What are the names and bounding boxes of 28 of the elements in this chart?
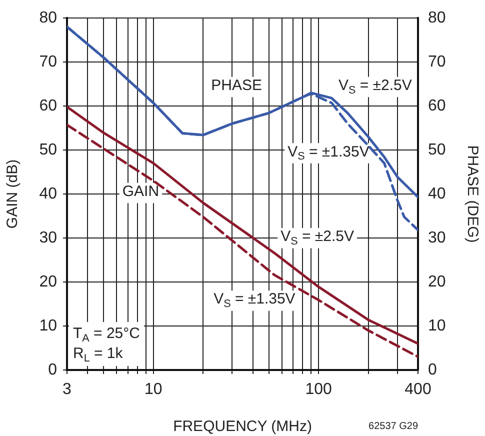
x-tick-label: 100 bbox=[305, 381, 332, 398]
y2-tick-label: 10 bbox=[428, 317, 446, 334]
x-tick-label: 400 bbox=[404, 381, 432, 398]
y-tick-label: 40 bbox=[39, 185, 58, 202]
y2-tick-label: 80 bbox=[428, 9, 446, 26]
y-tick-label: 10 bbox=[39, 317, 58, 334]
y2-tick-label: 70 bbox=[428, 53, 446, 70]
y-tick-label: 60 bbox=[39, 97, 58, 114]
y2-tick-label: 40 bbox=[428, 185, 446, 202]
x-tick-label: 10 bbox=[144, 381, 162, 398]
y2-tick-label: 50 bbox=[428, 141, 446, 158]
text: 62537 G29 bbox=[368, 420, 418, 432]
y-tick-label: 50 bbox=[39, 141, 58, 158]
y2-axis-title: PHASE (DEG) bbox=[464, 145, 481, 243]
y-tick-label: 30 bbox=[39, 229, 58, 246]
y-tick-label: 0 bbox=[48, 361, 58, 378]
y2-tick-label: 0 bbox=[428, 361, 437, 378]
x-axis-title: FREQUENCY (MHz) bbox=[173, 418, 312, 436]
y2-tick-label: 30 bbox=[428, 229, 446, 246]
x-tick-label: 3 bbox=[62, 381, 72, 398]
y2-tick-label: 60 bbox=[428, 97, 446, 114]
y-tick-label: 20 bbox=[39, 273, 58, 290]
y2-tick-label: 20 bbox=[428, 273, 446, 290]
annotation: GAIN bbox=[122, 183, 160, 200]
y-axis-title: GAIN (dB) bbox=[4, 159, 22, 229]
y-tick-label: 70 bbox=[39, 53, 58, 70]
y-tick-label: 80 bbox=[39, 9, 58, 26]
annotation: PHASE bbox=[211, 77, 262, 94]
